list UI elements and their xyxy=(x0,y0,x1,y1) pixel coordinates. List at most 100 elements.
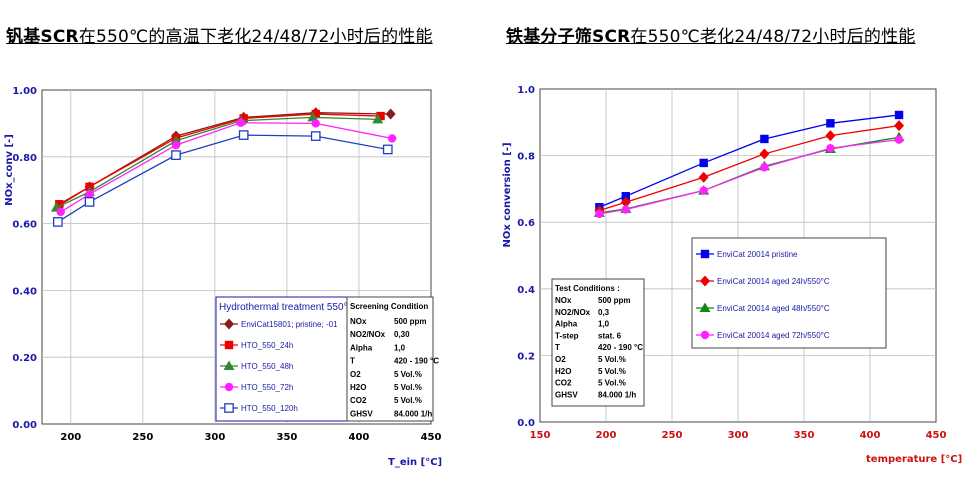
data-point xyxy=(620,196,631,208)
conditions-frame xyxy=(346,296,434,422)
data-point xyxy=(236,118,246,127)
condition-value: 1,0 xyxy=(598,320,610,329)
legend-title: Hydrothermal treatment 550°C xyxy=(219,302,355,313)
legend-box xyxy=(215,296,348,422)
data-point xyxy=(825,130,836,142)
data-point xyxy=(894,110,904,120)
y-tick-label: 0.0 xyxy=(517,418,535,429)
data-point xyxy=(387,134,397,143)
x-tick-label: 350 xyxy=(794,430,815,441)
series-line xyxy=(57,134,388,223)
legend-marker xyxy=(224,382,234,392)
x-tick-label: 250 xyxy=(662,430,683,441)
data-point xyxy=(621,192,630,201)
legend-entry: HTO_550_24h xyxy=(241,341,293,350)
right-chart-title: 铁基分子筛SCR在550℃老化24/48/72小时后的性能 xyxy=(506,27,916,47)
condition-key: T xyxy=(555,343,560,352)
data-point xyxy=(310,131,321,141)
legend-marker xyxy=(224,403,234,413)
data-point xyxy=(699,158,708,168)
legend-marker xyxy=(224,340,234,350)
condition-key: GHSV xyxy=(350,409,373,418)
condition-value: 84.000 1/h xyxy=(598,390,636,399)
data-point xyxy=(171,140,181,150)
legend-entry: EnviCat 20014 pristine xyxy=(717,250,798,259)
conditions-frame xyxy=(551,278,645,407)
x-tick-label: 400 xyxy=(860,430,881,441)
conditions-box: Test Conditions : NOx 500 ppm NO2/NOx 0,3 Alp… xyxy=(551,278,645,407)
condition-key: NO2/NOx xyxy=(350,330,386,339)
condition-value: 0,30 xyxy=(394,330,410,339)
condition-key: CO2 xyxy=(350,396,367,405)
condition-value: 0,3 xyxy=(598,308,610,317)
y-tick-label: 1.0 xyxy=(517,85,535,96)
data-point xyxy=(239,114,248,123)
data-point xyxy=(826,119,835,128)
legend-marker xyxy=(700,249,710,259)
data-point xyxy=(759,148,770,160)
data-point xyxy=(307,111,319,122)
condition-value: 5 Vol.% xyxy=(598,355,626,364)
x-axis-label: T_ein [°C] xyxy=(388,457,442,468)
conditions-header: Screening Condition xyxy=(350,302,428,311)
data-point xyxy=(52,217,63,227)
condition-key: T xyxy=(350,357,355,366)
condition-value: 500 ppm xyxy=(394,317,426,326)
legend-entry: EnviCat 20014 aged 48h/550°C xyxy=(717,304,830,313)
data-point xyxy=(55,200,64,209)
x-tick-label: 450 xyxy=(926,430,947,441)
condition-key: NO2/NOx xyxy=(555,308,591,317)
legend-entry: HTO_550_48h xyxy=(241,362,293,371)
legend-box xyxy=(691,237,887,349)
condition-value: 420 - 190 °C xyxy=(598,343,643,352)
condition-value: 420 - 190 °C xyxy=(394,357,439,366)
x-tick-label: 300 xyxy=(728,430,749,441)
y-axis-label: NOx conversion [-] xyxy=(502,142,513,247)
data-point xyxy=(238,130,249,140)
x-tick-label: 450 xyxy=(421,432,442,443)
condition-value: stat. 6 xyxy=(598,331,622,340)
condition-value: 5 Vol.% xyxy=(598,367,626,376)
y-tick-label: 0.80 xyxy=(12,153,37,164)
legend-entry: EnviCat 20014 aged 72h/550°C xyxy=(717,331,830,340)
y-tick-label: 0.60 xyxy=(12,220,37,231)
legend-entry: EnviCat 20014 aged 24h/550°C xyxy=(717,277,830,286)
legend-entry: EnviCat15801; pristine; -01 xyxy=(241,320,338,329)
conditions-header: Test Conditions : xyxy=(555,284,620,293)
condition-key: NOx xyxy=(350,317,367,326)
data-point xyxy=(894,135,904,144)
series-line xyxy=(599,124,900,212)
right-chart: 150 200 250 300 350 400 450 0.0 0.2 0.4 0.6 0.8 1.0 t… xyxy=(502,85,962,465)
data-point xyxy=(311,119,320,128)
data-point xyxy=(698,171,709,183)
y-tick-label: 1.00 xyxy=(12,86,37,97)
condition-value: 1,0 xyxy=(394,343,406,352)
data-point xyxy=(699,186,708,195)
condition-key: O2 xyxy=(555,355,566,364)
condition-value: 5 Vol.% xyxy=(394,383,422,392)
legend-marker xyxy=(223,360,235,370)
left-chart-title: 钒基SCR在550℃的高温下老化24/48/72小时后的性能 xyxy=(6,27,433,47)
data-point xyxy=(385,108,396,120)
data-point xyxy=(621,205,630,214)
x-tick-label: 400 xyxy=(349,432,370,443)
condition-key: Alpha xyxy=(350,343,373,352)
legend-entry: HTO_550_72h xyxy=(241,383,293,392)
data-point xyxy=(760,163,769,172)
legend: Hydrothermal treatment 550°C EnviCat15801… xyxy=(215,296,355,422)
x-tick-label: 250 xyxy=(132,432,153,443)
series-line xyxy=(58,113,381,205)
series-line xyxy=(56,116,378,209)
data-point xyxy=(376,111,385,121)
data-point xyxy=(311,109,320,119)
condition-value: 84.000 1/h xyxy=(394,409,432,418)
condition-key: T-step xyxy=(555,331,579,340)
condition-value: 5 Vol.% xyxy=(394,370,422,379)
x-tick-label: 200 xyxy=(596,430,617,441)
legend: EnviCat 20014 pristine EnviCat 20014 aged… xyxy=(691,237,887,349)
y-tick-label: 0.20 xyxy=(12,353,37,364)
condition-value: 5 Vol.% xyxy=(394,396,422,405)
data-point xyxy=(382,144,393,155)
data-point xyxy=(595,209,604,219)
